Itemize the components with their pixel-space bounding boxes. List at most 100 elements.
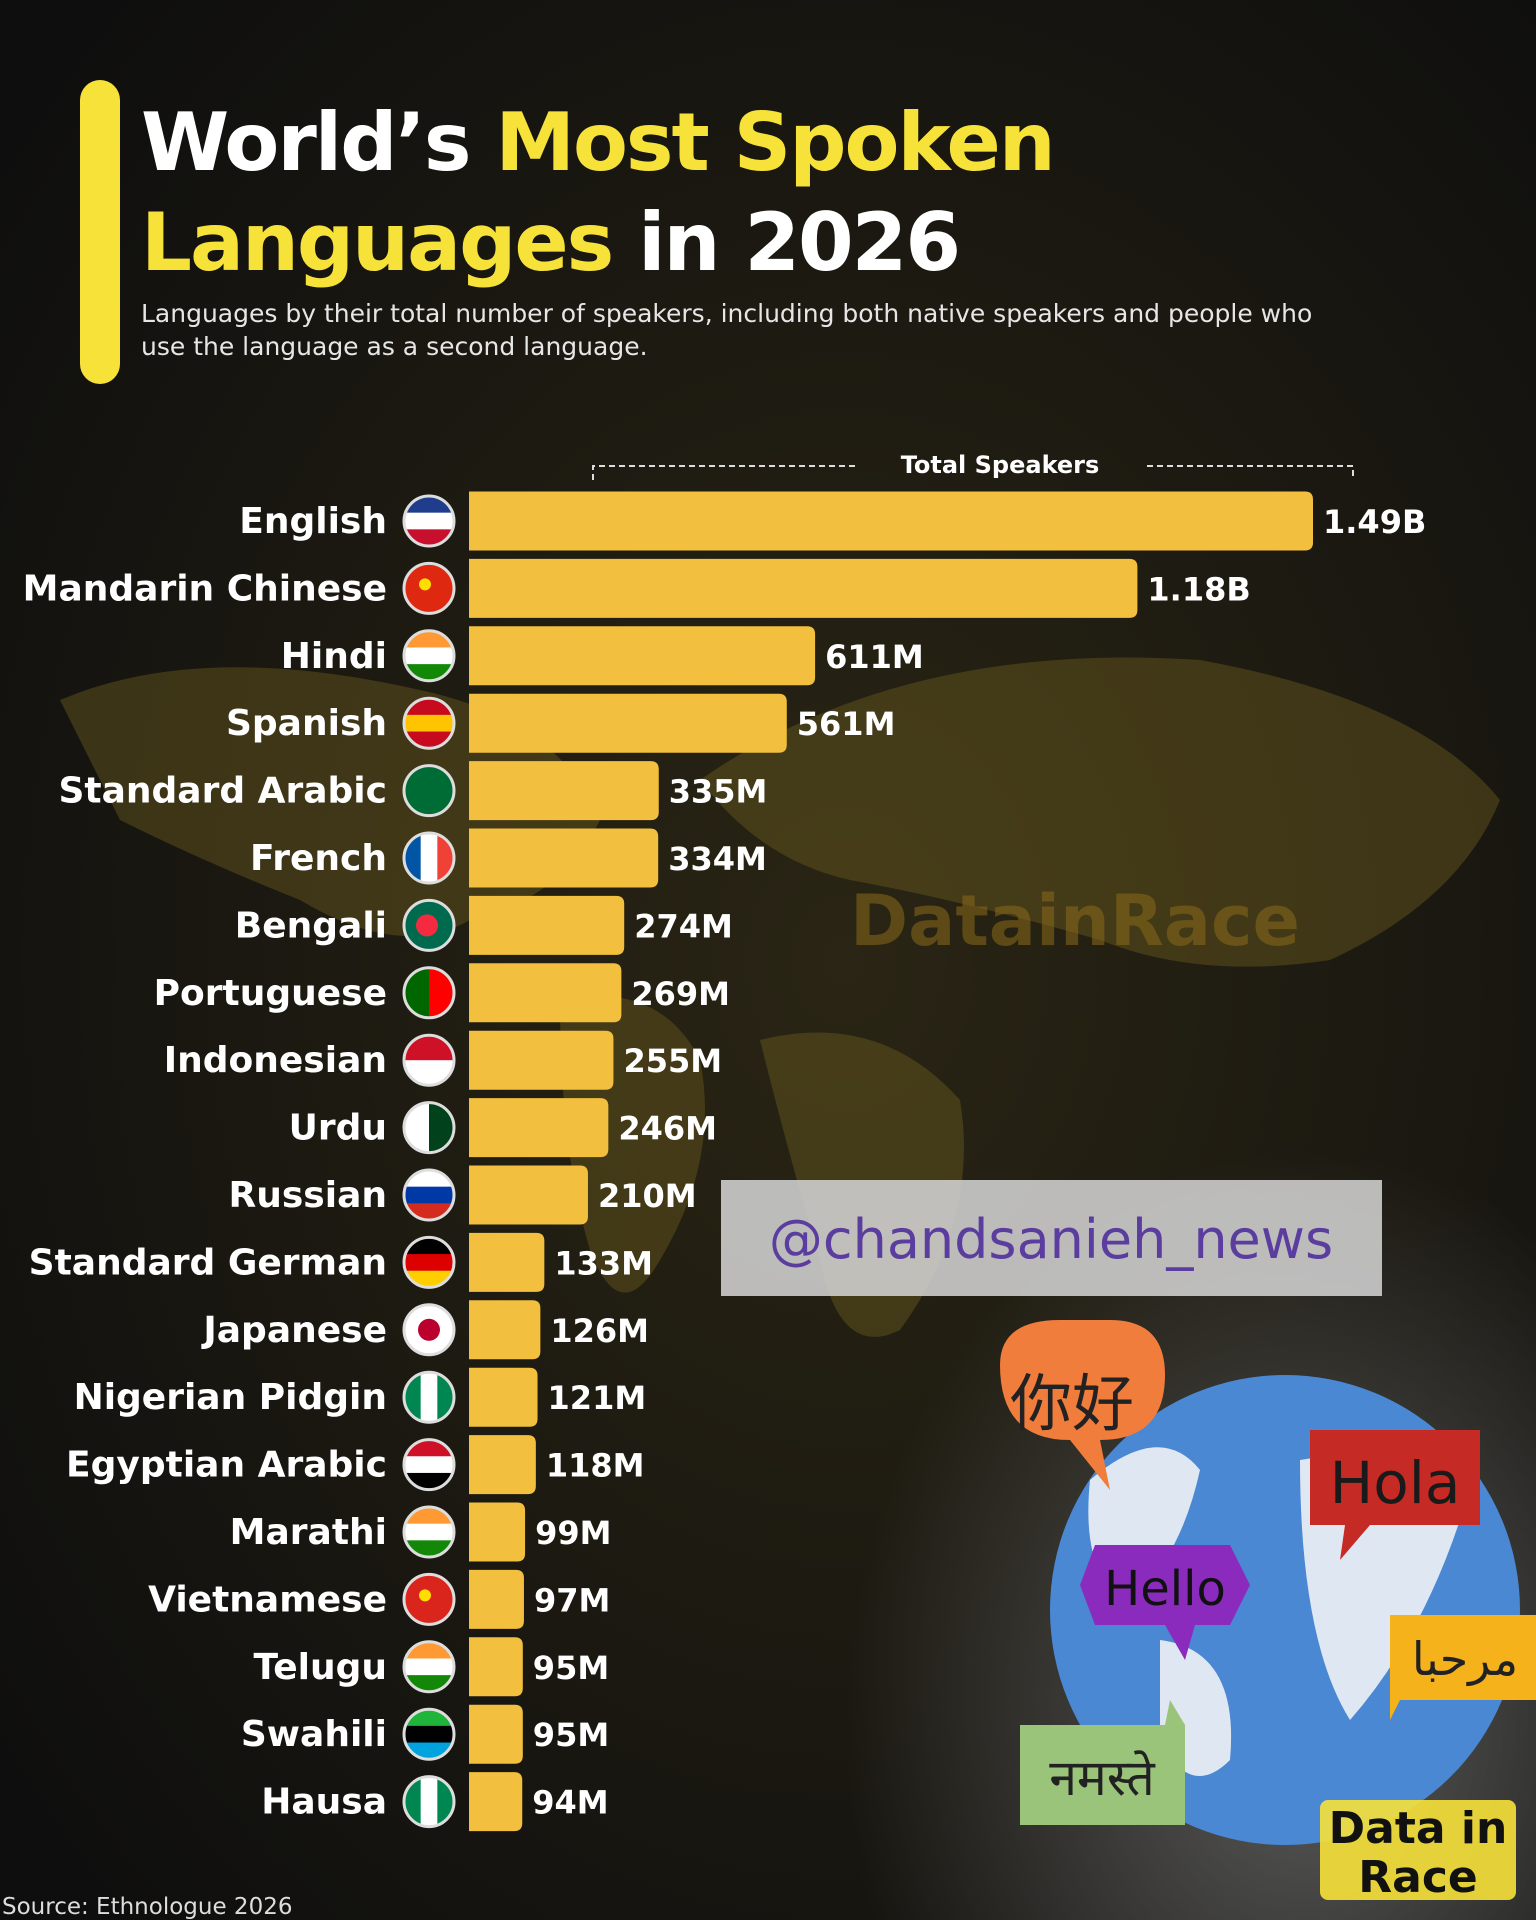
flag bbox=[402, 1168, 456, 1222]
flag bbox=[402, 629, 456, 683]
flag-ring bbox=[402, 1235, 456, 1289]
flag bbox=[402, 1370, 456, 1424]
category-label: Russian bbox=[229, 1175, 387, 1216]
value-label: 99M bbox=[535, 1514, 611, 1552]
value-label: 269M bbox=[631, 975, 730, 1013]
value-label: 126M bbox=[550, 1312, 649, 1350]
axis-label: Total Speakers bbox=[901, 451, 1100, 479]
flag bbox=[402, 764, 456, 818]
flag-emblem bbox=[419, 578, 431, 591]
bar bbox=[469, 1637, 523, 1697]
bar bbox=[469, 1300, 541, 1360]
flag-emblem bbox=[419, 1589, 431, 1602]
bar bbox=[469, 1232, 545, 1292]
flag bbox=[402, 561, 456, 615]
flag bbox=[402, 1303, 456, 1357]
flag-emblem bbox=[418, 1318, 440, 1341]
category-label: Telugu bbox=[253, 1647, 387, 1688]
flag-stripe bbox=[404, 1658, 454, 1676]
value-label: 1.49B bbox=[1323, 503, 1426, 541]
value-label: 210M bbox=[598, 1177, 697, 1215]
title-line: World’s Most Spoken bbox=[141, 96, 1054, 189]
map-watermark: DatainRace bbox=[850, 880, 1300, 962]
value-label: 97M bbox=[534, 1581, 610, 1619]
value-label: 133M bbox=[554, 1244, 653, 1282]
flag-ring bbox=[402, 1370, 456, 1424]
flag bbox=[402, 1775, 456, 1829]
category-label: Spanish bbox=[226, 703, 387, 744]
flag-stripe bbox=[404, 1254, 454, 1272]
category-label: French bbox=[250, 838, 387, 879]
watermark-box bbox=[721, 1180, 1382, 1296]
source: Source: Ethnologue 2026 bbox=[2, 1894, 292, 1920]
value-label: 94M bbox=[532, 1784, 608, 1822]
subtitle: Languages by their total number of speak… bbox=[141, 299, 1312, 328]
flag bbox=[402, 898, 456, 952]
title-segment: in 2026 bbox=[612, 196, 959, 289]
bar bbox=[469, 1569, 524, 1629]
flag-ring bbox=[402, 629, 456, 683]
flag bbox=[402, 1033, 456, 1087]
bar bbox=[469, 963, 622, 1023]
category-label: Hausa bbox=[261, 1782, 387, 1823]
category-label: Hindi bbox=[281, 636, 387, 677]
greeting: مرحبا bbox=[1412, 1632, 1518, 1687]
bar bbox=[469, 1098, 609, 1158]
bar bbox=[469, 693, 787, 753]
flag bbox=[402, 1640, 456, 1694]
flag bbox=[402, 831, 456, 885]
flag-ring bbox=[402, 1033, 456, 1087]
flag-ring bbox=[402, 1438, 456, 1492]
category-label: Urdu bbox=[289, 1108, 387, 1149]
bar bbox=[469, 895, 625, 955]
bar bbox=[469, 1772, 523, 1832]
bar bbox=[469, 1030, 614, 1090]
title-segment: World’s bbox=[141, 96, 470, 189]
flag-ring bbox=[402, 1168, 456, 1222]
flag bbox=[402, 1438, 456, 1492]
value-label: 118M bbox=[546, 1447, 645, 1485]
flag-stripe bbox=[420, 1372, 438, 1423]
category-label: Vietnamese bbox=[148, 1579, 387, 1620]
logo-box bbox=[1320, 1800, 1516, 1900]
flag-stripe bbox=[404, 512, 454, 530]
flag-ring bbox=[402, 1572, 456, 1626]
value-label: 274M bbox=[634, 907, 733, 945]
flag-stripe bbox=[420, 1776, 438, 1827]
bar bbox=[469, 1165, 588, 1225]
category-label: Indonesian bbox=[164, 1040, 387, 1081]
title-line: Languages in 2026 bbox=[141, 196, 959, 289]
flag-ring bbox=[402, 1303, 456, 1357]
world-map bbox=[60, 657, 1500, 1337]
value-label: 334M bbox=[668, 840, 767, 878]
flag-stripe bbox=[404, 1456, 454, 1474]
greeting: नमस्ते bbox=[1049, 1749, 1156, 1807]
value-label: 95M bbox=[533, 1649, 609, 1687]
flag bbox=[402, 966, 456, 1020]
flag-stripe bbox=[404, 714, 454, 733]
bar bbox=[469, 626, 816, 686]
flag-stripe bbox=[404, 1725, 454, 1744]
flag-ring bbox=[402, 561, 456, 615]
value-label: 611M bbox=[825, 638, 924, 676]
bar bbox=[469, 1367, 538, 1427]
logo: Race bbox=[1358, 1852, 1478, 1903]
value-label: 561M bbox=[797, 705, 896, 743]
greeting: Hola bbox=[1330, 1449, 1461, 1517]
flag-ring bbox=[402, 1775, 456, 1829]
accent-bar bbox=[80, 80, 120, 384]
flag bbox=[402, 494, 456, 548]
category-label: Marathi bbox=[230, 1512, 387, 1553]
category-label: Standard German bbox=[29, 1242, 387, 1283]
flag bbox=[402, 1505, 456, 1559]
category-label: Mandarin Chinese bbox=[23, 568, 387, 609]
value-label: 1.18B bbox=[1147, 570, 1250, 608]
bar bbox=[469, 1502, 526, 1562]
bar bbox=[469, 1704, 523, 1764]
category-label: Nigerian Pidgin bbox=[74, 1377, 387, 1418]
title-segment: Most Spoken bbox=[470, 96, 1054, 189]
flag-stripe bbox=[404, 647, 454, 665]
flag-ring bbox=[402, 494, 456, 548]
